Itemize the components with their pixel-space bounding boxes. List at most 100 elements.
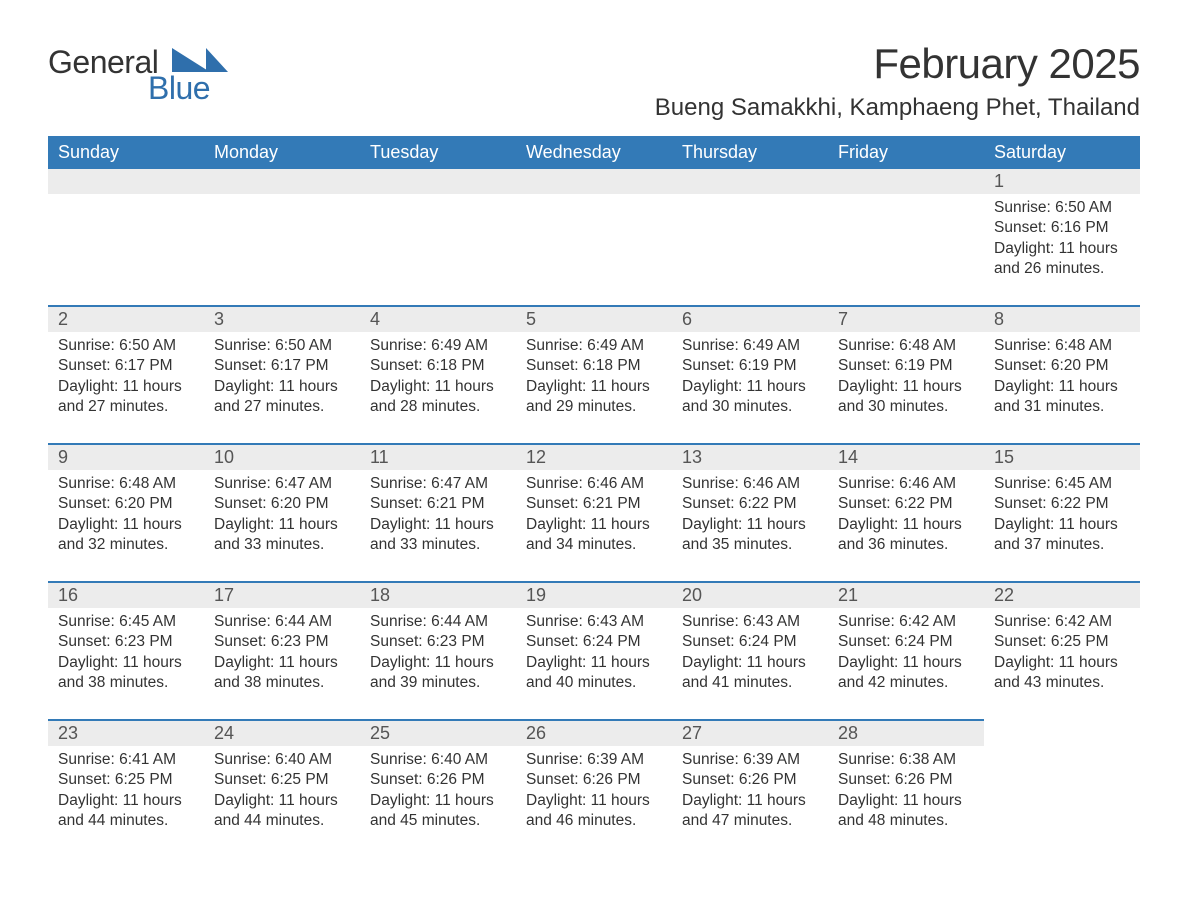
sunrise-line: Sunrise: 6:44 AM	[214, 612, 350, 632]
day-number-row: 1	[48, 169, 1140, 194]
day-number-cell: 20	[672, 582, 828, 608]
sunrise-line: Sunrise: 6:46 AM	[682, 474, 818, 494]
day-number-cell: 9	[48, 444, 204, 470]
day-number-cell: 23	[48, 720, 204, 746]
day-number-cell: 7	[828, 306, 984, 332]
day-content-cell: Sunrise: 6:48 AMSunset: 6:19 PMDaylight:…	[828, 332, 984, 444]
day-number-cell: 11	[360, 444, 516, 470]
day-number-cell	[516, 169, 672, 194]
sunrise-line: Sunrise: 6:49 AM	[682, 336, 818, 356]
sunset-line: Sunset: 6:23 PM	[214, 632, 350, 652]
daylight-line: Daylight: 11 hours and 43 minutes.	[994, 653, 1130, 694]
day-content-cell: Sunrise: 6:46 AMSunset: 6:22 PMDaylight:…	[672, 470, 828, 582]
sunrise-line: Sunrise: 6:41 AM	[58, 750, 194, 770]
day-number-cell	[204, 169, 360, 194]
day-content-cell: Sunrise: 6:44 AMSunset: 6:23 PMDaylight:…	[204, 608, 360, 720]
sunrise-line: Sunrise: 6:47 AM	[370, 474, 506, 494]
day-content-cell: Sunrise: 6:38 AMSunset: 6:26 PMDaylight:…	[828, 746, 984, 858]
calendar-page: General Blue February 2025 Bueng Samakkh…	[0, 0, 1188, 906]
sunset-line: Sunset: 6:26 PM	[682, 770, 818, 790]
weekday-header: Tuesday	[360, 136, 516, 169]
day-content-cell: Sunrise: 6:45 AMSunset: 6:22 PMDaylight:…	[984, 470, 1140, 582]
sunset-line: Sunset: 6:22 PM	[682, 494, 818, 514]
day-content-cell: Sunrise: 6:43 AMSunset: 6:24 PMDaylight:…	[672, 608, 828, 720]
daylight-line: Daylight: 11 hours and 33 minutes.	[214, 515, 350, 556]
sunrise-line: Sunrise: 6:48 AM	[838, 336, 974, 356]
day-content-row: Sunrise: 6:50 AMSunset: 6:16 PMDaylight:…	[48, 194, 1140, 306]
location-subtitle: Bueng Samakkhi, Kamphaeng Phet, Thailand	[655, 94, 1140, 122]
day-number-cell: 19	[516, 582, 672, 608]
sunrise-line: Sunrise: 6:49 AM	[526, 336, 662, 356]
day-number-cell: 15	[984, 444, 1140, 470]
day-content-cell: Sunrise: 6:40 AMSunset: 6:25 PMDaylight:…	[204, 746, 360, 858]
day-number-cell: 21	[828, 582, 984, 608]
day-number-cell: 22	[984, 582, 1140, 608]
day-content-cell: Sunrise: 6:44 AMSunset: 6:23 PMDaylight:…	[360, 608, 516, 720]
header: General Blue February 2025 Bueng Samakkh…	[48, 40, 1140, 136]
day-content-row: Sunrise: 6:45 AMSunset: 6:23 PMDaylight:…	[48, 608, 1140, 720]
day-content-cell: Sunrise: 6:39 AMSunset: 6:26 PMDaylight:…	[672, 746, 828, 858]
day-number-cell: 10	[204, 444, 360, 470]
sunset-line: Sunset: 6:18 PM	[526, 356, 662, 376]
daylight-line: Daylight: 11 hours and 36 minutes.	[838, 515, 974, 556]
daylight-line: Daylight: 11 hours and 39 minutes.	[370, 653, 506, 694]
daylight-line: Daylight: 11 hours and 40 minutes.	[526, 653, 662, 694]
sunset-line: Sunset: 6:19 PM	[838, 356, 974, 376]
day-number-cell: 25	[360, 720, 516, 746]
day-content-cell: Sunrise: 6:50 AMSunset: 6:16 PMDaylight:…	[984, 194, 1140, 306]
sunset-line: Sunset: 6:20 PM	[994, 356, 1130, 376]
daylight-line: Daylight: 11 hours and 47 minutes.	[682, 791, 818, 832]
daylight-line: Daylight: 11 hours and 33 minutes.	[370, 515, 506, 556]
sunrise-line: Sunrise: 6:39 AM	[682, 750, 818, 770]
day-content-cell: Sunrise: 6:48 AMSunset: 6:20 PMDaylight:…	[984, 332, 1140, 444]
day-number-cell: 3	[204, 306, 360, 332]
day-number-row: 232425262728	[48, 720, 1140, 746]
day-content-cell	[48, 194, 204, 306]
sunrise-line: Sunrise: 6:45 AM	[994, 474, 1130, 494]
sunset-line: Sunset: 6:19 PM	[682, 356, 818, 376]
sunrise-line: Sunrise: 6:45 AM	[58, 612, 194, 632]
sunset-line: Sunset: 6:25 PM	[994, 632, 1130, 652]
sunset-line: Sunset: 6:21 PM	[526, 494, 662, 514]
day-content-cell	[828, 194, 984, 306]
day-content-cell	[984, 746, 1140, 858]
sunset-line: Sunset: 6:26 PM	[370, 770, 506, 790]
weekday-header: Saturday	[984, 136, 1140, 169]
logo-flag-icon	[206, 48, 228, 72]
day-content-cell: Sunrise: 6:40 AMSunset: 6:26 PMDaylight:…	[360, 746, 516, 858]
sunrise-line: Sunrise: 6:46 AM	[838, 474, 974, 494]
day-number-cell: 28	[828, 720, 984, 746]
day-content-cell: Sunrise: 6:42 AMSunset: 6:24 PMDaylight:…	[828, 608, 984, 720]
sunset-line: Sunset: 6:21 PM	[370, 494, 506, 514]
day-content-cell: Sunrise: 6:50 AMSunset: 6:17 PMDaylight:…	[48, 332, 204, 444]
day-content-cell: Sunrise: 6:45 AMSunset: 6:23 PMDaylight:…	[48, 608, 204, 720]
day-number-row: 2345678	[48, 306, 1140, 332]
sunrise-line: Sunrise: 6:48 AM	[58, 474, 194, 494]
day-content-cell: Sunrise: 6:46 AMSunset: 6:22 PMDaylight:…	[828, 470, 984, 582]
daylight-line: Daylight: 11 hours and 38 minutes.	[214, 653, 350, 694]
day-number-row: 9101112131415	[48, 444, 1140, 470]
day-content-row: Sunrise: 6:41 AMSunset: 6:25 PMDaylight:…	[48, 746, 1140, 858]
daylight-line: Daylight: 11 hours and 42 minutes.	[838, 653, 974, 694]
day-number-cell: 17	[204, 582, 360, 608]
sunset-line: Sunset: 6:26 PM	[526, 770, 662, 790]
day-content-cell: Sunrise: 6:41 AMSunset: 6:25 PMDaylight:…	[48, 746, 204, 858]
sunset-line: Sunset: 6:25 PM	[214, 770, 350, 790]
daylight-line: Daylight: 11 hours and 38 minutes.	[58, 653, 194, 694]
sunset-line: Sunset: 6:20 PM	[214, 494, 350, 514]
weekday-header: Monday	[204, 136, 360, 169]
day-content-cell: Sunrise: 6:50 AMSunset: 6:17 PMDaylight:…	[204, 332, 360, 444]
daylight-line: Daylight: 11 hours and 27 minutes.	[214, 377, 350, 418]
day-number-cell: 14	[828, 444, 984, 470]
sunset-line: Sunset: 6:24 PM	[838, 632, 974, 652]
month-title: February 2025	[655, 40, 1140, 88]
sunrise-line: Sunrise: 6:38 AM	[838, 750, 974, 770]
day-number-cell	[828, 169, 984, 194]
logo-flag-icon	[172, 48, 210, 72]
sunset-line: Sunset: 6:22 PM	[994, 494, 1130, 514]
sunrise-line: Sunrise: 6:39 AM	[526, 750, 662, 770]
sunrise-line: Sunrise: 6:50 AM	[994, 198, 1130, 218]
weekday-header-row: SundayMondayTuesdayWednesdayThursdayFrid…	[48, 136, 1140, 169]
daylight-line: Daylight: 11 hours and 44 minutes.	[214, 791, 350, 832]
day-number-cell	[360, 169, 516, 194]
